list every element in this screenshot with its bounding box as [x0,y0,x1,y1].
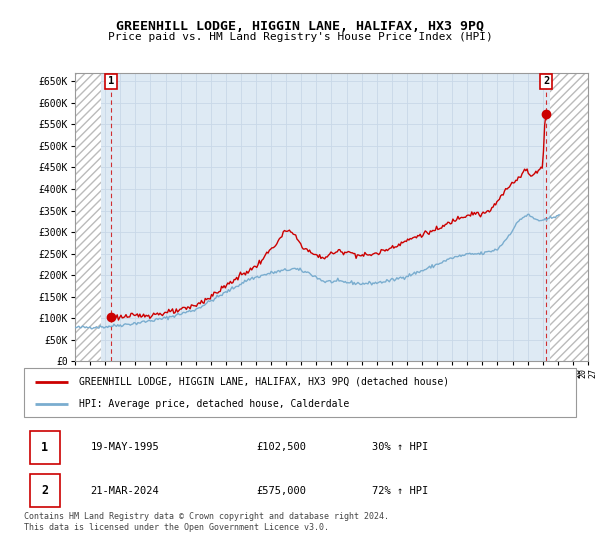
FancyBboxPatch shape [29,474,60,507]
Bar [75,73,101,361]
Text: 30% ↑ HPI: 30% ↑ HPI [372,442,428,452]
Text: 2: 2 [543,77,549,86]
Text: 19-MAY-1995: 19-MAY-1995 [90,442,159,452]
Text: Price paid vs. HM Land Registry's House Price Index (HPI): Price paid vs. HM Land Registry's House … [107,32,493,43]
Text: GREENHILL LODGE, HIGGIN LANE, HALIFAX, HX3 9PQ: GREENHILL LODGE, HIGGIN LANE, HALIFAX, H… [116,20,484,32]
Text: £102,500: £102,500 [256,442,306,452]
Text: £575,000: £575,000 [256,486,306,496]
Text: 72% ↑ HPI: 72% ↑ HPI [372,486,428,496]
FancyBboxPatch shape [24,368,576,417]
Text: 21-MAR-2024: 21-MAR-2024 [90,486,159,496]
Text: Contains HM Land Registry data © Crown copyright and database right 2024.
This d: Contains HM Land Registry data © Crown c… [24,512,389,532]
FancyBboxPatch shape [29,431,60,464]
Text: GREENHILL LODGE, HIGGIN LANE, HALIFAX, HX3 9PQ (detached house): GREENHILL LODGE, HIGGIN LANE, HALIFAX, H… [79,377,449,387]
Text: HPI: Average price, detached house, Calderdale: HPI: Average price, detached house, Cald… [79,399,349,409]
Text: 1: 1 [108,77,114,86]
Text: 2: 2 [41,484,48,497]
Bar [550,73,588,361]
Text: 1: 1 [41,441,48,454]
